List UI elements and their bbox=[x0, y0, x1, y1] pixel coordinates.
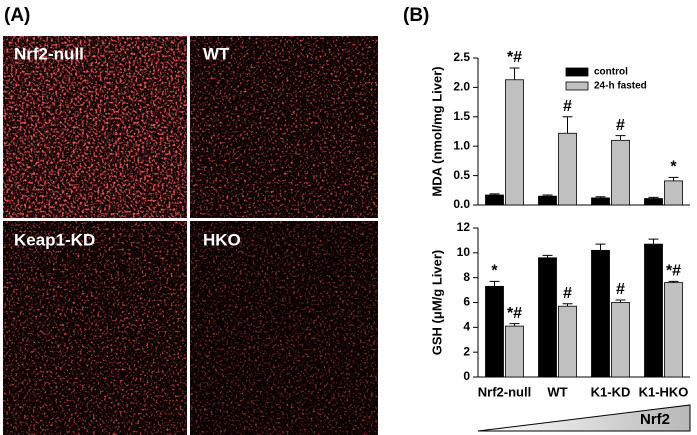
significance-label: # bbox=[563, 98, 572, 115]
bar bbox=[644, 243, 663, 378]
error-bar bbox=[542, 194, 553, 197]
error-bar bbox=[615, 135, 626, 141]
y-tick-label: 2.0 bbox=[453, 80, 470, 94]
error-bar bbox=[542, 254, 553, 258]
significance-label: * bbox=[670, 159, 677, 176]
error-bar bbox=[562, 303, 573, 307]
error-bar bbox=[668, 280, 679, 283]
x-tick-label: WT bbox=[547, 384, 567, 399]
bar bbox=[664, 180, 683, 206]
y-tick-label: 12 bbox=[457, 220, 471, 234]
legend-label: 24-h fasted bbox=[594, 81, 647, 92]
error-bar bbox=[595, 196, 606, 198]
error-bar bbox=[615, 299, 626, 303]
image-label: Nrf2-null bbox=[14, 44, 84, 63]
y-tick-label: 2 bbox=[463, 344, 470, 358]
error-bar bbox=[648, 238, 659, 245]
y-tick-label: 2.5 bbox=[453, 50, 470, 64]
legend-label: control bbox=[594, 67, 628, 78]
bar bbox=[591, 249, 610, 378]
x-tick-label: K1-KD bbox=[591, 384, 631, 399]
error-bar bbox=[509, 67, 520, 80]
bar bbox=[558, 305, 577, 378]
error-bar bbox=[562, 116, 573, 134]
image-texture bbox=[190, 221, 378, 435]
y-tick-label: 1.0 bbox=[453, 138, 470, 152]
bar bbox=[505, 325, 524, 378]
bar bbox=[611, 139, 630, 206]
y-tick-label: 10 bbox=[457, 245, 471, 259]
micrographs: Nrf2-null WT Keap1-KD HKO bbox=[3, 36, 378, 435]
x-tick-label: Nrf2-null bbox=[478, 384, 531, 399]
error-bar bbox=[595, 243, 606, 251]
significance-label: * bbox=[491, 263, 498, 280]
image-texture bbox=[3, 221, 187, 435]
significance-label: *# bbox=[666, 263, 681, 280]
y-tick-label: 8 bbox=[463, 270, 470, 284]
gradient-triangle bbox=[477, 404, 691, 432]
y-axis-label: MDA (nmol/mg Liver) bbox=[429, 66, 444, 196]
error-bar bbox=[648, 196, 659, 199]
bar bbox=[538, 195, 557, 206]
bar bbox=[538, 257, 557, 378]
legend-swatch bbox=[565, 67, 589, 77]
significance-label: *# bbox=[507, 49, 522, 66]
y-tick-label: 0.5 bbox=[453, 168, 470, 182]
error-bar bbox=[489, 280, 500, 287]
y-tick-label: 1.5 bbox=[453, 109, 470, 123]
image-label: HKO bbox=[203, 230, 241, 249]
legend-swatch bbox=[565, 81, 589, 91]
bar bbox=[485, 285, 504, 378]
y-tick-label: 0 bbox=[463, 369, 470, 383]
y-tick-label: 6 bbox=[463, 295, 470, 309]
panel-label: (A) bbox=[4, 5, 30, 26]
image-texture bbox=[3, 36, 187, 218]
y-axis-label: GSH (μM/g Liver) bbox=[429, 250, 444, 355]
significance-label: # bbox=[563, 285, 572, 302]
panel-label: (B) bbox=[403, 5, 429, 26]
bar bbox=[558, 132, 577, 206]
bar bbox=[591, 197, 610, 206]
image-texture bbox=[190, 36, 378, 218]
error-bar bbox=[668, 176, 679, 181]
significance-label: # bbox=[616, 281, 625, 298]
error-bar bbox=[489, 193, 500, 196]
y-tick-label: 4 bbox=[463, 320, 470, 334]
significance-label: # bbox=[616, 117, 625, 134]
image-label: Keap1-KD bbox=[14, 230, 95, 249]
bar bbox=[664, 282, 683, 378]
x-tick-label: K1-HKO bbox=[639, 384, 689, 399]
y-tick-label: 0.0 bbox=[453, 197, 470, 211]
bar bbox=[644, 198, 663, 206]
significance-label: *# bbox=[507, 305, 522, 322]
bar bbox=[505, 79, 524, 206]
error-bar bbox=[509, 323, 520, 327]
bar bbox=[611, 302, 630, 378]
bar bbox=[485, 194, 504, 206]
gradient-label: Nrf2 bbox=[640, 411, 670, 428]
image-label: WT bbox=[203, 44, 230, 63]
